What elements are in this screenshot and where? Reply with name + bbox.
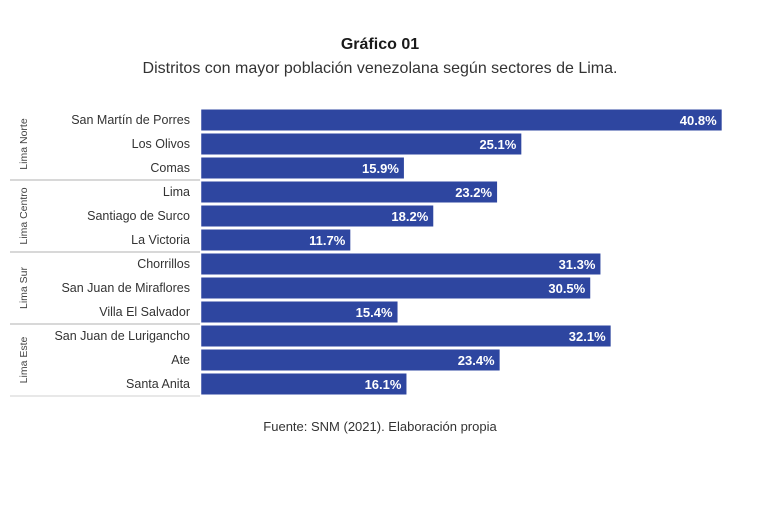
group-label: Lima Este [18, 336, 30, 383]
bar [201, 109, 722, 131]
category-label: Villa El Salvador [99, 305, 190, 319]
category-label: La Victoria [131, 233, 190, 247]
chart-title: Gráfico 01 [340, 36, 420, 53]
group-label: Lima Norte [18, 118, 30, 170]
category-label: Comas [150, 161, 190, 175]
chart-subtitle: Distritos con mayor población venezolana… [142, 60, 618, 77]
value-label: 15.4% [356, 305, 393, 320]
category-label: Los Olivos [132, 137, 190, 151]
value-label: 32.1% [569, 329, 606, 344]
value-label: 40.8% [680, 113, 717, 128]
bar [201, 349, 500, 371]
bar [201, 325, 611, 347]
group-label: Lima Centro [18, 187, 30, 244]
category-label: Lima [163, 185, 190, 199]
group-label: Lima Sur [18, 266, 30, 309]
value-label: 11.7% [309, 233, 346, 248]
category-label: Ate [171, 353, 190, 367]
bar [201, 157, 404, 179]
value-label: 16.1% [365, 377, 402, 392]
bar [201, 301, 398, 323]
value-label: 18.2% [391, 209, 428, 224]
value-label: 15.9% [362, 161, 399, 176]
value-label: 23.4% [458, 353, 495, 368]
bar [201, 205, 434, 227]
chart-source: Fuente: SNM (2021). Elaboración propia [263, 419, 497, 434]
category-label: Chorrillos [137, 257, 190, 271]
bar [201, 373, 407, 395]
category-label: San Juan de Miraflores [61, 281, 190, 295]
category-label: Santiago de Surco [87, 209, 190, 223]
category-label: San Martín de Porres [71, 113, 190, 127]
bar [201, 181, 498, 203]
bar [201, 277, 591, 299]
bar [201, 253, 601, 275]
bar [201, 229, 351, 251]
value-label: 23.2% [455, 185, 492, 200]
category-label: San Juan de Lurigancho [54, 329, 190, 343]
value-label: 25.1% [479, 137, 516, 152]
value-label: 31.3% [559, 257, 596, 272]
value-label: 30.5% [548, 281, 585, 296]
category-label: Santa Anita [126, 377, 190, 391]
bar [201, 133, 522, 155]
